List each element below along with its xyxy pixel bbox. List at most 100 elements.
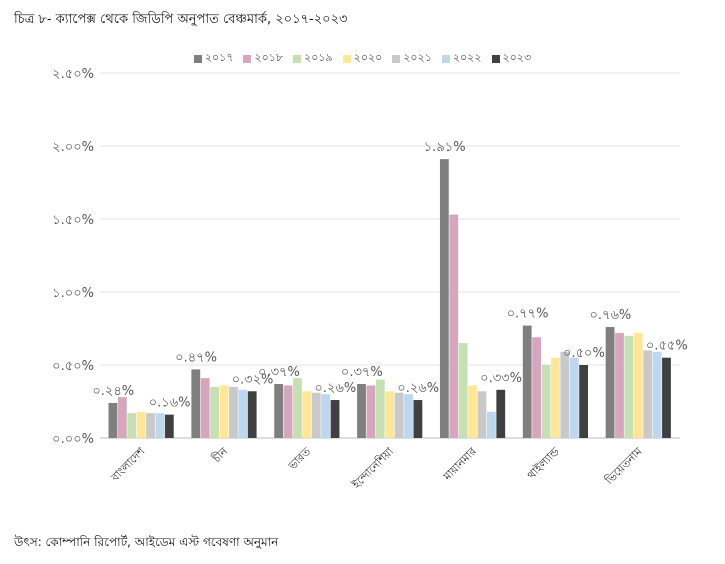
bar	[449, 214, 459, 438]
bar	[366, 385, 376, 438]
legend-swatch	[293, 54, 302, 63]
legend-item: ২০১৮	[243, 49, 283, 68]
legend-swatch	[491, 54, 500, 63]
bar	[321, 394, 331, 438]
category-label: ভারত	[285, 444, 314, 473]
source-note: উৎস: কোম্পানি রিপোর্ট, আইডেম এস্ট গবেষণা…	[14, 535, 279, 549]
bar	[146, 413, 155, 438]
legend-item: ২০২১	[392, 49, 432, 68]
bar	[357, 383, 366, 438]
bar	[468, 385, 477, 438]
legend-label: ২০১৭	[204, 51, 234, 64]
data-label: ০.৩৭%	[341, 365, 383, 380]
bar	[238, 389, 248, 438]
bar	[274, 383, 284, 438]
bar	[385, 391, 395, 438]
legend-label: ২০২১	[403, 51, 432, 64]
legend-label: ২০২২	[452, 51, 482, 64]
chart-legend: ২০১৭ ২০১৮ ২০১৯ ২০২০ ২০২১ ২০২২ ২০২৩	[0, 49, 725, 68]
bar	[293, 378, 302, 438]
bar	[579, 365, 589, 438]
data-label: ০.২৪%	[92, 384, 134, 399]
data-label: ০.৩৩%	[480, 371, 522, 386]
data-label: ০.৫৫%	[646, 339, 688, 354]
bar	[311, 392, 321, 438]
bar	[413, 400, 423, 438]
bar	[569, 357, 579, 438]
bar	[633, 332, 643, 438]
bar	[191, 369, 201, 438]
bar	[404, 394, 413, 438]
data-label: ০.৪৭%	[175, 350, 217, 365]
data-label: ০.২৬%	[397, 381, 439, 396]
data-label: ০.৭৬%	[589, 308, 631, 323]
legend-label: ২০২০	[353, 51, 383, 64]
bar	[605, 327, 615, 438]
bar	[136, 411, 146, 438]
bar	[624, 335, 634, 438]
bar	[652, 351, 662, 438]
bar	[477, 391, 487, 438]
bar	[532, 337, 542, 438]
bar	[283, 385, 293, 438]
bar	[330, 400, 340, 438]
legend-swatch	[441, 54, 450, 63]
bar	[200, 378, 210, 438]
bar	[219, 385, 229, 438]
bar	[108, 402, 118, 438]
legend-swatch	[193, 54, 202, 63]
legend-swatch	[392, 54, 401, 63]
bar	[394, 392, 404, 438]
data-label: ০.৩২%	[232, 372, 274, 387]
bar	[486, 411, 496, 438]
bar	[127, 413, 137, 438]
bar	[155, 413, 165, 438]
bar	[496, 389, 506, 438]
data-label: ০.৭৭%	[507, 307, 549, 322]
bar	[302, 391, 312, 438]
data-label: ০.২৬%	[314, 381, 356, 396]
category-label: মায়ানমার	[440, 444, 479, 483]
bar	[522, 325, 532, 438]
legend-item: ২০২০	[342, 49, 383, 68]
bar	[164, 414, 174, 438]
legend-swatch	[342, 54, 351, 63]
legend-label: ২০১৮	[254, 51, 284, 64]
category-label: বাংলাদেশ	[108, 445, 148, 485]
legend-item: ২০২২	[441, 49, 482, 68]
bar	[643, 350, 653, 438]
legend-item: ২০১৭	[193, 49, 234, 68]
category-label: ভিয়েতনাম	[602, 444, 645, 487]
category-label: ইন্দোনেশিয়া	[349, 444, 397, 492]
y-tick-label: ০.৫০%	[52, 359, 94, 374]
data-label: ০.৩৭%	[258, 365, 300, 380]
legend-label: ২০২৩	[502, 51, 532, 64]
data-label: ১.৯১%	[424, 140, 466, 155]
bar	[662, 357, 671, 438]
bar	[439, 159, 449, 438]
y-tick-label: ১.৫০%	[52, 213, 94, 228]
figure-caption: চিত্র ৮- ক্যাপেক্স থেকে জিডিপি অনুপাত বে…	[14, 12, 348, 27]
bar	[228, 386, 238, 438]
y-tick-label: ২.০০%	[52, 140, 94, 155]
category-label: চীন	[209, 445, 230, 466]
bar	[458, 343, 468, 438]
bar	[541, 365, 551, 438]
legend-swatch	[243, 54, 252, 63]
legend-label: ২০১৯	[304, 51, 333, 64]
category-label: থাইল্যান্ড	[525, 445, 562, 482]
data-label: ০.৫০%	[563, 346, 605, 361]
y-tick-label: ১.০০%	[52, 286, 94, 301]
bar	[551, 357, 560, 438]
legend-item: ২০২৩	[491, 49, 532, 68]
y-tick-label: ০.০০%	[52, 432, 94, 447]
bar	[560, 351, 570, 438]
bar	[615, 332, 624, 438]
bar	[375, 379, 385, 438]
bar	[210, 386, 219, 438]
y-tick-label: ২.৫০%	[52, 67, 94, 82]
legend-item: ২০১৯	[293, 49, 333, 68]
data-label: ০.১৬%	[149, 396, 191, 411]
bar	[117, 397, 127, 438]
